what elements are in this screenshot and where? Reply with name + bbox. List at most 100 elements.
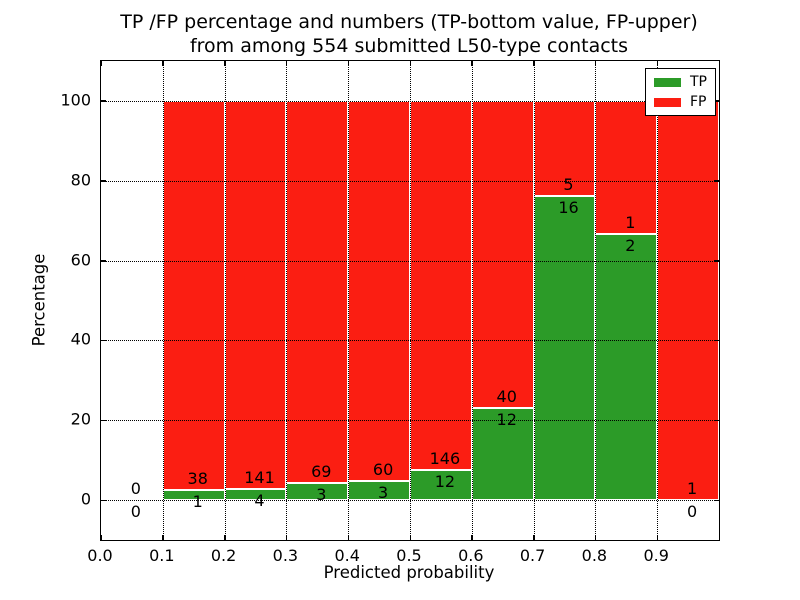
vertical-gridline: [286, 61, 288, 540]
horizontal-gridline: [101, 420, 719, 422]
y-tick-mark: [101, 339, 106, 342]
fp-count-label: 40: [496, 386, 517, 406]
fp-count-label: 5: [563, 174, 574, 194]
y-tick-mark: [101, 419, 106, 422]
bar-segment-fp: [533, 100, 596, 196]
y-tick-label: 20: [70, 409, 91, 429]
x-tick-mark: [594, 535, 597, 540]
x-tick-label: 0.9: [643, 546, 669, 565]
bar-segment-fp: [595, 100, 658, 234]
y-tick-mark-right: [714, 499, 719, 502]
bar-segment-fp: [224, 100, 287, 490]
x-tick-mark: [409, 535, 411, 540]
tp-count-label: 16: [558, 197, 579, 217]
fp-count-label: 38: [187, 468, 208, 488]
legend-item-tp: TP: [654, 74, 707, 90]
x-tick-mark: [656, 535, 659, 540]
y-axis-label: Percentage: [29, 253, 49, 347]
y-tick-label: 80: [70, 170, 91, 190]
y-tick-mark: [101, 100, 106, 102]
horizontal-gridline: [101, 500, 719, 502]
legend-label-fp: FP: [690, 94, 707, 110]
x-tick-mark-top: [347, 61, 350, 66]
fp-count-label: 60: [372, 460, 394, 480]
bar-segment-fp: [162, 100, 225, 490]
x-tick-label: 0.8: [581, 546, 608, 565]
x-tick-mark-top: [471, 61, 473, 66]
x-tick-mark-top: [285, 61, 288, 66]
x-tick-label: 0.4: [334, 546, 360, 565]
x-tick-mark-top: [656, 61, 659, 66]
y-tick-mark-right: [714, 419, 719, 422]
bar-segment-fp: [410, 100, 472, 470]
y-tick-label: 60: [70, 250, 91, 270]
tp-count-label: 2: [625, 235, 636, 255]
bar-segment-tp: [533, 195, 596, 501]
legend-swatch-tp: [654, 77, 681, 87]
x-tick-label: 0.1: [149, 546, 175, 565]
x-tick-mark: [285, 535, 288, 540]
y-tick-mark: [101, 260, 106, 262]
x-axis-label: Predicted probability: [323, 563, 495, 582]
fp-count-label: 1: [687, 479, 698, 499]
tp-count-label: 12: [496, 409, 517, 429]
x-tick-mark-top: [224, 61, 226, 66]
x-tick-label: 0.2: [210, 546, 237, 565]
x-tick-label: 0.0: [87, 546, 113, 565]
horizontal-gridline: [101, 260, 719, 262]
bar-segment-fp: [348, 100, 410, 482]
plot-area: TP FP 0 0 38 1 141 4 69 3 60 3 146 12 40 12 5 16 1 2 1 0: [100, 60, 720, 541]
vertical-gridline: [471, 61, 473, 540]
y-tick-mark-right: [714, 100, 719, 102]
y-tick-mark: [101, 180, 106, 182]
x-tick-label: 0.7: [519, 546, 546, 565]
legend-item-fp: FP: [654, 94, 707, 110]
legend: TP FP: [645, 68, 716, 116]
vertical-gridline: [224, 61, 226, 540]
tp-count-label: 0: [130, 502, 141, 522]
y-tick-label: 40: [70, 329, 91, 349]
tp-count-label: 3: [316, 485, 327, 505]
bar-segment-fp: [286, 100, 349, 484]
x-tick-label: 0.6: [458, 546, 484, 565]
bar-segment-tp: [471, 407, 534, 501]
horizontal-gridline: [101, 180, 719, 182]
vertical-gridline: [657, 61, 659, 540]
y-tick-label: 0: [80, 489, 91, 509]
y-tick-mark-right: [714, 339, 719, 342]
chart-title-line-2: from among 554 submitted L50-type contac…: [189, 35, 629, 57]
x-tick-mark-top: [533, 61, 535, 66]
x-tick-mark: [162, 535, 164, 540]
legend-swatch-fp: [654, 97, 681, 107]
bar-segment-tp: [595, 233, 658, 501]
bar-segment-fp: [471, 100, 534, 408]
vertical-gridline: [162, 61, 164, 540]
vertical-gridline: [595, 61, 597, 540]
fp-count-label: 1: [625, 212, 636, 232]
chart-title: TP /FP percentage and numbers (TP-bottom…: [90, 10, 728, 58]
x-tick-mark: [224, 535, 226, 540]
x-tick-mark: [471, 535, 473, 540]
x-tick-mark-top: [100, 61, 102, 66]
x-tick-mark: [533, 535, 535, 540]
vertical-gridline: [348, 61, 350, 540]
y-tick-mark: [101, 499, 106, 502]
x-tick-mark-top: [594, 61, 597, 66]
legend-label-tp: TP: [690, 74, 707, 90]
y-tick-mark-right: [714, 180, 719, 182]
horizontal-gridline: [101, 340, 719, 342]
fp-count-label: 141: [244, 468, 275, 488]
x-tick-mark: [347, 535, 350, 540]
x-tick-mark: [100, 535, 102, 540]
x-tick-mark-top: [409, 61, 411, 66]
tp-count-label: 12: [434, 471, 456, 491]
bar-segment-fp: [657, 100, 719, 501]
x-tick-label: 0.3: [272, 546, 299, 565]
y-tick-mark-right: [714, 260, 719, 262]
x-tick-label: 0.5: [396, 546, 422, 565]
horizontal-gridline: [101, 100, 719, 102]
y-tick-label: 100: [60, 90, 91, 110]
fp-count-label: 146: [429, 448, 461, 468]
tp-count-label: 4: [254, 491, 265, 511]
